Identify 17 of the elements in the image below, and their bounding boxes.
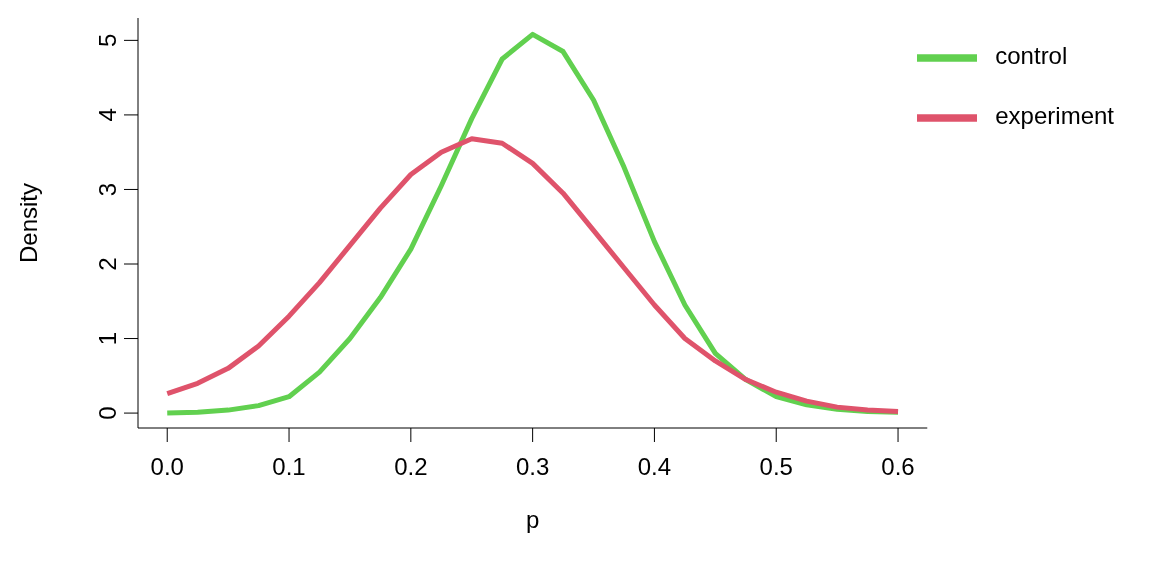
y-tick-label: 5 — [94, 33, 121, 48]
x-tick-label: 0.6 — [881, 453, 915, 481]
y-tick-label: 4 — [94, 108, 121, 122]
x-tick-label: 0.4 — [637, 453, 672, 481]
x-tick-label: 0.2 — [394, 453, 428, 481]
x-tick-label: 0.5 — [759, 453, 793, 481]
y-tick-label: 2 — [94, 257, 121, 271]
y-axis-title: Density — [14, 182, 42, 263]
x-tick-label: 0.0 — [150, 453, 184, 481]
legend-label: control — [995, 42, 1068, 70]
y-tick-label: 1 — [94, 331, 121, 346]
x-axis-title: p — [525, 506, 540, 533]
y-tick-label: 0 — [94, 406, 121, 420]
x-tick-label: 0.1 — [272, 453, 306, 481]
legend-label: experiment — [995, 102, 1114, 130]
y-tick-label: 3 — [94, 182, 121, 197]
x-tick-label: 0.3 — [515, 453, 550, 481]
